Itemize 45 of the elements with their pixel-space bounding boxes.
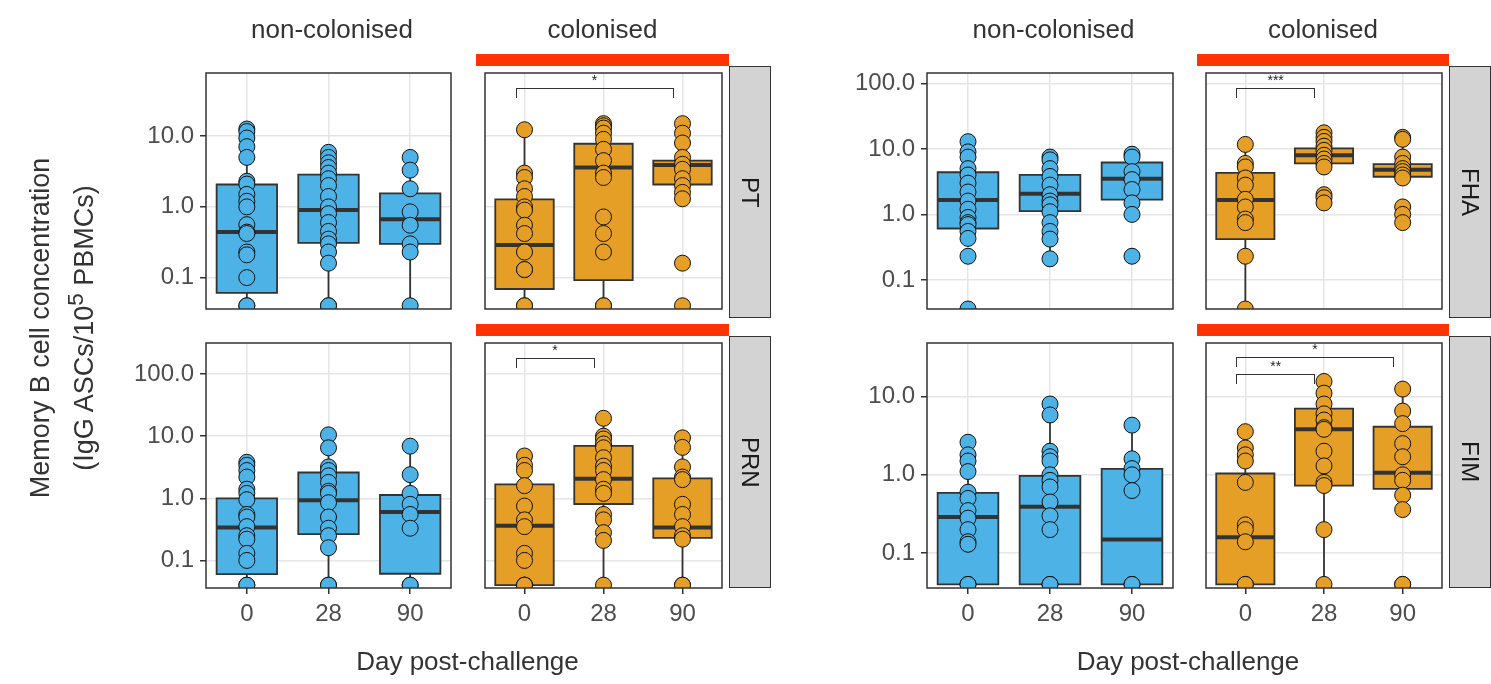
y-tick-label: 1.0 — [160, 482, 194, 510]
facet-strip: FHA — [1449, 66, 1491, 318]
annotation: *** — [1266, 72, 1285, 88]
x-tick-label: 90 — [1118, 599, 1146, 627]
y2-axis-title: FIM — [1456, 441, 1484, 483]
y2-axis-title: PT — [736, 176, 764, 208]
y2-axis-title: PRN — [736, 436, 764, 488]
x-tick-label: 90 — [1389, 599, 1417, 627]
x-tick-label: 28 — [590, 599, 617, 627]
chart-title: colonised — [546, 14, 659, 45]
x-tick-label: 0 — [240, 599, 254, 627]
annotation: * — [1311, 341, 1319, 357]
x-tick-label: 0 — [517, 599, 532, 627]
facet-strip: PT — [729, 66, 771, 318]
chart-title: non-colonised — [971, 14, 1136, 45]
x-tick-label: 0 — [961, 599, 975, 627]
y-tick-label: 0.1 — [881, 537, 915, 565]
y-tick-label: 0.1 — [160, 262, 194, 290]
y-tick-label: 10.0 — [147, 120, 194, 148]
chart-title: non-colonised — [250, 14, 414, 45]
x-axis-title: Day post-challenge — [1075, 646, 1301, 677]
chart-title: colonised — [1267, 14, 1379, 45]
y-tick-label: 10.0 — [147, 420, 194, 448]
y-tick-label: 10.0 — [868, 381, 915, 409]
annotation: * — [590, 72, 599, 88]
y-tick-label: 1.0 — [160, 191, 194, 219]
x-tick-label: 90 — [396, 599, 424, 627]
y2-axis-title: FHA — [1456, 168, 1484, 216]
y-tick-label: 0.1 — [160, 545, 194, 573]
y-tick-label: 100.0 — [854, 68, 915, 95]
x-tick-label: 28 — [1036, 599, 1064, 627]
x-tick-label: 90 — [669, 599, 696, 627]
y-tick-label: 0.1 — [881, 264, 915, 292]
annotation: ** — [1269, 358, 1283, 374]
y-tick-label: 100.0 — [133, 358, 194, 386]
facet-strip: PRN — [729, 336, 771, 588]
x-tick-label: 28 — [315, 599, 342, 627]
annotation: * — [551, 342, 559, 358]
x-tick-label: 28 — [1310, 599, 1338, 627]
y-tick-label: 1.0 — [881, 459, 915, 487]
x-axis-title: Day post-challenge — [355, 646, 580, 677]
facet-strip: FIM — [1449, 336, 1491, 588]
y-tick-label: 10.0 — [868, 133, 915, 161]
x-tick-label: 0 — [1238, 599, 1253, 627]
y-tick-label: 1.0 — [881, 199, 915, 227]
